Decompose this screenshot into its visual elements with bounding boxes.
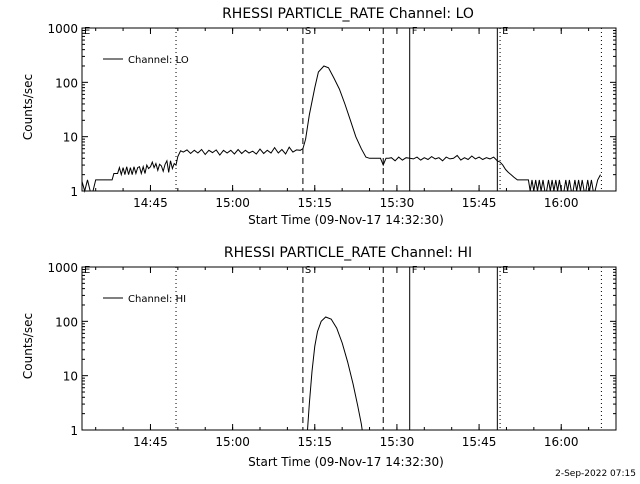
lo-x-tick-label: 16:00 bbox=[544, 196, 579, 210]
hi-x-tick-label: 15:30 bbox=[380, 435, 415, 449]
lo-y-tick-label: 1000 bbox=[47, 22, 78, 36]
lo-marker-label: E bbox=[84, 26, 90, 37]
lo-marker-label: S bbox=[305, 26, 311, 37]
lo-marker-label: F bbox=[412, 26, 418, 37]
lo-legend: Channel: LO bbox=[103, 55, 189, 66]
hi-chart-title: RHESSI PARTICLE_RATE Channel: HI bbox=[224, 245, 472, 261]
lo-marker-label: E bbox=[502, 26, 508, 37]
hi-x-tick-label: 16:00 bbox=[544, 435, 579, 449]
lo-x-tick-label: 15:15 bbox=[297, 196, 332, 210]
hi-x-axis-label: Start Time (09-Nov-17 14:32:30) bbox=[248, 455, 444, 469]
hi-y-tick-label: 10 bbox=[63, 370, 78, 384]
hi-x-tick-label: 15:15 bbox=[297, 435, 332, 449]
lo-y-tick-label: 10 bbox=[63, 131, 78, 145]
lo-x-tick-label: 15:45 bbox=[462, 196, 497, 210]
hi-x-tick-label: 15:00 bbox=[215, 435, 250, 449]
lo-series-line bbox=[81, 65, 601, 193]
hi-plot-frame bbox=[81, 266, 617, 431]
lo-y-tick-label: 100 bbox=[55, 76, 78, 90]
hi-y-tick-label: 100 bbox=[55, 315, 78, 329]
lo-y-axis-label: Counts/sec bbox=[21, 74, 35, 140]
lo-chart-title: RHESSI PARTICLE_RATE Channel: LO bbox=[222, 6, 474, 22]
hi-y-axis-label: Counts/sec bbox=[21, 313, 35, 379]
hi-x-tick-label: 15:45 bbox=[462, 435, 497, 449]
hi-channel-panel: RHESSI PARTICLE_RATE Channel: HI Counts/… bbox=[21, 245, 617, 469]
lo-x-tick-label: 15:00 bbox=[215, 196, 250, 210]
hi-y-tick-label: 1000 bbox=[47, 261, 78, 275]
lo-y-tick-label: 1 bbox=[70, 185, 78, 199]
lo-x-tick-label: 14:45 bbox=[133, 196, 168, 210]
lo-x-axis-label: Start Time (09-Nov-17 14:32:30) bbox=[248, 213, 444, 227]
lo-legend-label: Channel: LO bbox=[128, 55, 189, 66]
hi-series-line bbox=[307, 316, 363, 431]
hi-marker-label: E bbox=[502, 265, 508, 276]
hi-marker-label: S bbox=[305, 265, 311, 276]
lo-x-tick-label: 15:30 bbox=[380, 196, 415, 210]
hi-marker-label: E bbox=[84, 265, 90, 276]
lo-channel-panel: RHESSI PARTICLE_RATE Channel: LO Counts/… bbox=[21, 6, 617, 227]
plot-generation-date: 2-Sep-2022 07:15 bbox=[555, 469, 636, 479]
hi-x-tick-label: 14:45 bbox=[133, 435, 168, 449]
hi-legend: Channel: HI bbox=[103, 294, 186, 305]
hi-marker-label: F bbox=[412, 265, 418, 276]
hi-y-tick-label: 1 bbox=[70, 424, 78, 438]
hi-legend-label: Channel: HI bbox=[128, 294, 186, 305]
lo-plot-frame bbox=[81, 27, 617, 192]
